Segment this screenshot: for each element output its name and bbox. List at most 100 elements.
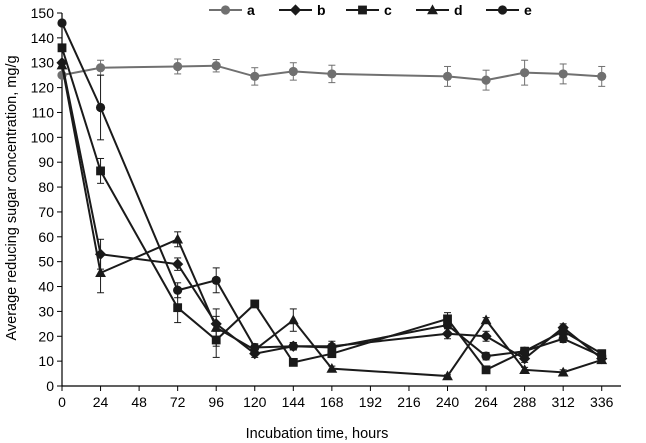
x-tick-label: 240 [436,394,460,410]
data-point [95,63,106,73]
data-point [597,351,607,361]
y-axis-title: Average reducing sugar concentration, mg… [4,55,20,340]
data-point [57,18,67,28]
x-tick-label: 216 [397,394,421,410]
data-point [480,330,492,342]
data-point [442,320,453,330]
y-tick-label: 110 [32,104,55,120]
y-tick-label: 10 [38,353,54,369]
data-point [327,342,337,353]
data-point [597,71,607,82]
data-point [442,370,453,381]
series-b [56,57,608,365]
x-tick-label: 48 [131,394,147,410]
data-point [481,75,491,85]
data-point [95,102,106,113]
y-tick-label: 140 [31,30,55,46]
data-point [442,71,453,82]
data-point [57,43,67,53]
data-point [287,314,299,325]
x-tick-label: 72 [170,394,186,410]
data-point [520,68,530,78]
data-point [481,365,491,375]
series-c [57,43,607,375]
data-point [173,61,183,72]
data-point [211,61,221,71]
series-line [61,22,603,358]
x-tick-label: 0 [58,394,66,410]
y-tick-label: 60 [38,229,54,245]
y-tick-label: 150 [31,5,55,21]
series-layer [56,18,608,381]
data-point [288,357,298,367]
series-d [56,59,608,381]
x-tick-label: 96 [208,394,224,410]
legend-label: b [317,2,326,18]
x-tick-label: 168 [320,394,344,410]
data-point [558,326,568,336]
series-line [61,47,603,372]
data-point [520,346,530,356]
series-line [61,64,602,82]
legend-entry-d: d [416,2,463,18]
data-point [481,351,491,361]
data-point [173,303,183,313]
series-line [61,65,603,378]
y-tick-label: 50 [38,254,54,270]
data-point [172,258,184,270]
x-tick-label: 144 [282,394,306,410]
data-point [96,166,105,176]
data-point [250,71,260,82]
x-tick-label: 24 [93,394,109,410]
y-tick-label: 100 [31,129,55,145]
y-tick-label: 130 [31,55,55,71]
legend-label: e [524,2,532,18]
y-tick-label: 70 [38,204,54,220]
legend-marker [289,4,302,16]
legend-marker [497,5,508,15]
data-point [288,341,298,351]
data-point [557,366,569,377]
x-tick-label: 120 [243,394,267,410]
data-point [480,314,492,325]
data-point [327,349,337,359]
data-point [173,285,183,295]
x-tick-label: 288 [513,394,537,410]
x-axis-title: Incubation time, hours [246,426,389,442]
y-tick-label: 0 [46,378,54,394]
data-point [95,267,106,278]
y-tick-label: 20 [38,328,54,344]
data-point [327,69,337,79]
y-tick-label: 80 [38,179,54,195]
legend-marker [220,5,231,15]
series-line [61,62,603,360]
legend-entry-b: b [279,2,326,18]
data-point [250,299,260,309]
legend-label: a [247,2,255,18]
legend-marker [427,4,438,15]
data-point [250,342,260,353]
data-point [519,353,531,365]
data-point [56,59,68,70]
data-point [326,362,338,373]
x-tick-label: 336 [590,394,614,410]
y-tick-label: 30 [38,303,54,319]
y-tick-label: 90 [38,154,54,170]
data-point [519,364,531,375]
x-tick-label: 312 [551,394,575,410]
legend-label: d [454,2,463,18]
series-a [57,58,607,91]
legend-entry-e: e [486,2,532,18]
data-point [558,69,568,79]
x-tick-label: 264 [474,394,498,410]
legend-label: c [384,2,392,18]
data-point [210,321,222,332]
data-point [172,233,184,244]
legend: a b c d e [209,2,532,18]
axes: 0 10 20 30 40 50 60 70 80 90 100 110 120 130 140 150 0 24… [31,5,621,410]
series-e [57,18,607,361]
data-point [211,275,221,285]
data-point [558,334,568,344]
x-tick-label: 192 [359,394,383,410]
